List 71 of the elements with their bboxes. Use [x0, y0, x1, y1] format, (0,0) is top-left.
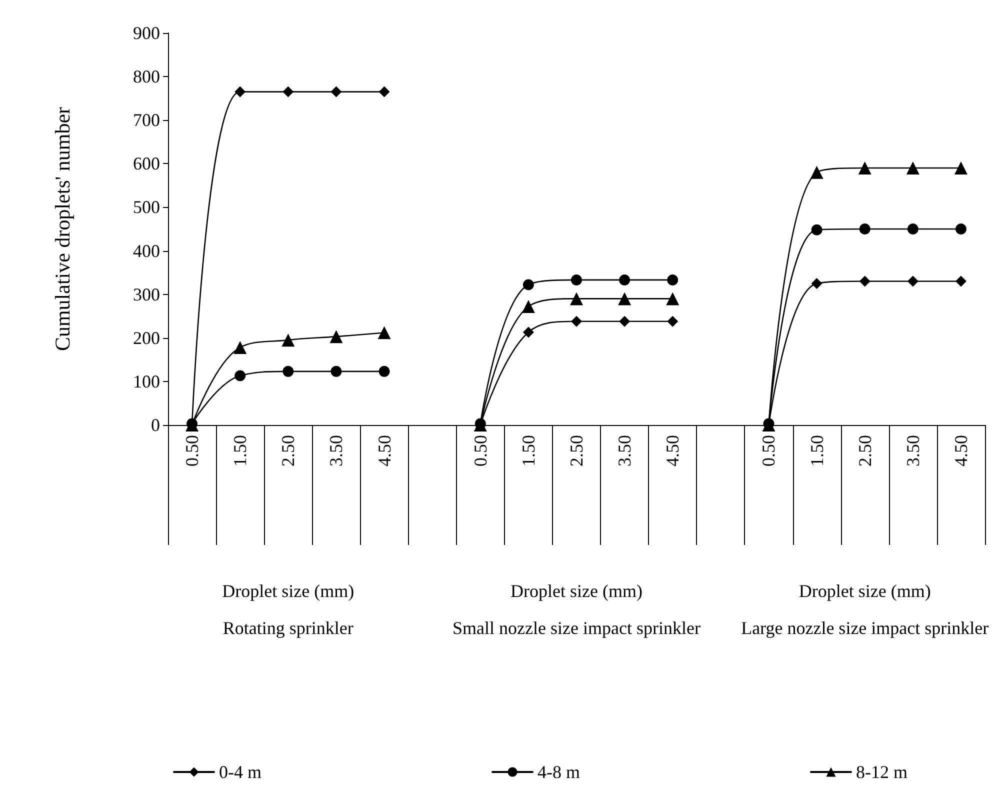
text: Droplet size (mm): [510, 581, 642, 601]
point: [330, 330, 343, 344]
point: [810, 166, 824, 179]
y-axis-title: Cumulative droplets' number: [50, 106, 74, 352]
point: [282, 86, 294, 98]
x-tick-label: 4.50: [374, 435, 394, 466]
point: [378, 366, 390, 377]
text: Rotating sprinkler: [222, 618, 354, 638]
point: [907, 276, 918, 287]
y-tick-label: 800: [133, 66, 160, 87]
y-tick-label: 200: [133, 328, 160, 348]
point: [667, 274, 678, 286]
point: [811, 278, 822, 289]
point: [858, 162, 872, 175]
y-tick-label: 900: [133, 23, 160, 43]
x-tick-label: 3.50: [326, 435, 346, 466]
point: [330, 86, 342, 98]
point: [571, 274, 582, 286]
legend-label: 4-8 m: [537, 762, 580, 782]
point: [234, 370, 246, 382]
text: Small nozzle size impact sprinkler: [452, 618, 700, 638]
point: [666, 292, 680, 306]
x-tick-label: 4.50: [662, 435, 683, 466]
x-tick-label: 1.50: [230, 435, 250, 466]
point: [234, 340, 247, 354]
point: [522, 326, 534, 338]
y-tick-label: 300: [133, 284, 160, 304]
point: [619, 316, 630, 327]
text: Large nozzle size impact sprinkler: [741, 618, 989, 638]
point: [859, 224, 870, 234]
x-tick-label: 0.50: [182, 435, 202, 466]
x-tick-label: 1.50: [806, 435, 827, 466]
point: [330, 366, 342, 377]
x-tick-label: 0.50: [470, 435, 490, 466]
text: Droplet size (mm): [798, 581, 931, 601]
legend-label: 0-4 m: [219, 762, 262, 782]
x-tick-label: 3.50: [902, 435, 923, 466]
point: [954, 162, 968, 175]
y-tick-label: 100: [133, 371, 160, 392]
point: [234, 86, 246, 98]
y-tick-label: 500: [133, 197, 160, 218]
point: [955, 224, 966, 234]
point: [378, 86, 390, 98]
x-tick-label: 2.50: [278, 435, 298, 466]
point: [570, 292, 583, 306]
point: [906, 162, 920, 175]
point: [378, 326, 391, 340]
text: Droplet size (mm): [222, 581, 354, 601]
y-tick-label: 0: [151, 415, 160, 435]
point: [522, 279, 534, 290]
point: [282, 366, 294, 377]
point: [811, 224, 822, 236]
x-tick-label: 2.50: [854, 435, 875, 466]
y-tick-label: 600: [133, 154, 160, 174]
x-tick-label: 3.50: [614, 435, 635, 466]
x-tick-label: 0.50: [758, 435, 779, 466]
x-tick-label: 1.50: [518, 435, 538, 466]
y-tick-label: 700: [133, 110, 160, 130]
x-tick-label: 2.50: [566, 435, 586, 466]
point: [571, 316, 582, 327]
point: [618, 292, 632, 306]
point: [619, 274, 630, 286]
point: [955, 276, 966, 287]
x-tick-label: 4.50: [950, 435, 971, 466]
legend-label: 8-12 m: [856, 762, 908, 782]
y-tick-label: 400: [133, 240, 160, 261]
point: [907, 224, 918, 234]
point: [859, 276, 870, 287]
point: [282, 334, 295, 347]
point: [522, 300, 535, 314]
point: [667, 316, 678, 327]
